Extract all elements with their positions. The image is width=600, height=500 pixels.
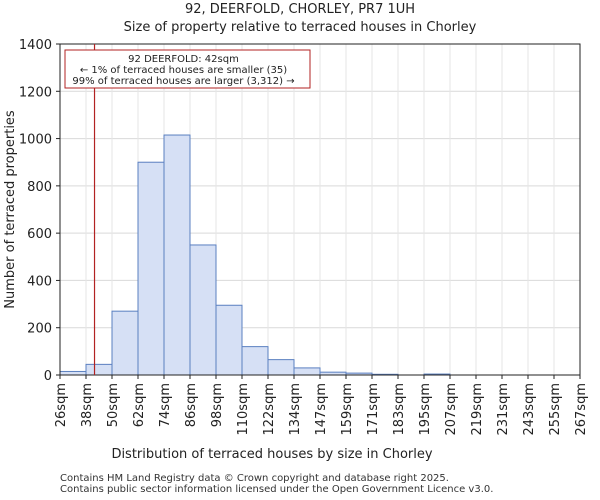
annotation-line-1: 92 DEERFOLD: 42sqm [128,54,239,65]
y-ticks: 0 200 400 600 800 1000 1200 1400 [19,38,60,384]
x-tick-label: 62sqm [132,383,147,427]
y-tick-label: 600 [27,227,52,242]
annotation-box [64,49,311,89]
y-tick-label: 400 [27,274,52,289]
x-tick-label: 74sqm [158,383,173,427]
annotation-line-2: ← 1% of terraced houses are smaller (35) [80,65,287,76]
x-tick-label: 255sqm [548,383,563,436]
x-tick-label: 207sqm [444,383,459,436]
x-ticks: 26sqm 38sqm 50sqm 62sqm 74sqm 86sqm 98sqm 110sq… [54,375,589,436]
y-tick-label: 1200 [19,85,52,100]
x-tick-label: 171sqm [366,383,381,436]
x-tick-label: 147sqm [314,383,329,436]
bar-98sqm [215,304,243,376]
footer-line-1: Contains HM Land Registry data © Crown c… [60,473,449,484]
x-tick-label: 219sqm [470,383,485,436]
bar-110sqm [241,346,269,376]
x-tick-label: 86sqm [184,383,199,427]
y-tick-label: 1400 [19,38,52,53]
y-tick-label: 1000 [19,133,52,148]
x-axis-label: Distribution of terraced houses by size … [111,447,432,462]
y-axis-label: Number of terraced properties [3,110,18,309]
bar-134sqm [293,367,321,376]
x-tick-label: 122sqm [262,383,277,436]
bars [59,134,451,376]
x-tick-label: 134sqm [288,383,303,436]
x-tick-label: 98sqm [210,383,225,427]
y-tick-label: 0 [44,369,52,384]
chart-title: 92, DEERFOLD, CHORLEY, PR7 1UH [184,2,416,17]
bar-62sqm [137,161,165,376]
y-tick-label: 800 [27,180,52,195]
x-tick-label: 26sqm [54,383,69,427]
x-tick-label: 50sqm [106,383,121,427]
x-tick-label: 267sqm [574,383,589,436]
chart-subtitle: Size of property relative to terraced ho… [123,20,477,35]
bar-26sqm [59,370,87,376]
x-tick-label: 159sqm [340,383,355,436]
x-tick-label: 183sqm [392,383,407,436]
bar-86sqm [189,244,217,376]
bar-122sqm [267,359,295,376]
annotation: 92 DEERFOLD: 42sqm ← 1% of terraced hous… [64,49,311,89]
x-tick-label: 231sqm [496,383,511,436]
x-tick-label: 38sqm [80,383,95,427]
annotation-line-3: 99% of terraced houses are larger (3,312… [72,76,294,87]
x-tick-label: 110sqm [236,383,251,436]
x-tick-label: 243sqm [522,383,537,436]
bar-74sqm [163,134,191,376]
y-tick-label: 200 [27,322,52,337]
bar-50sqm [111,310,139,376]
footer-line-2: Contains public sector information licen… [60,484,494,495]
bar-38sqm [85,363,113,376]
x-tick-label: 195sqm [418,383,433,436]
